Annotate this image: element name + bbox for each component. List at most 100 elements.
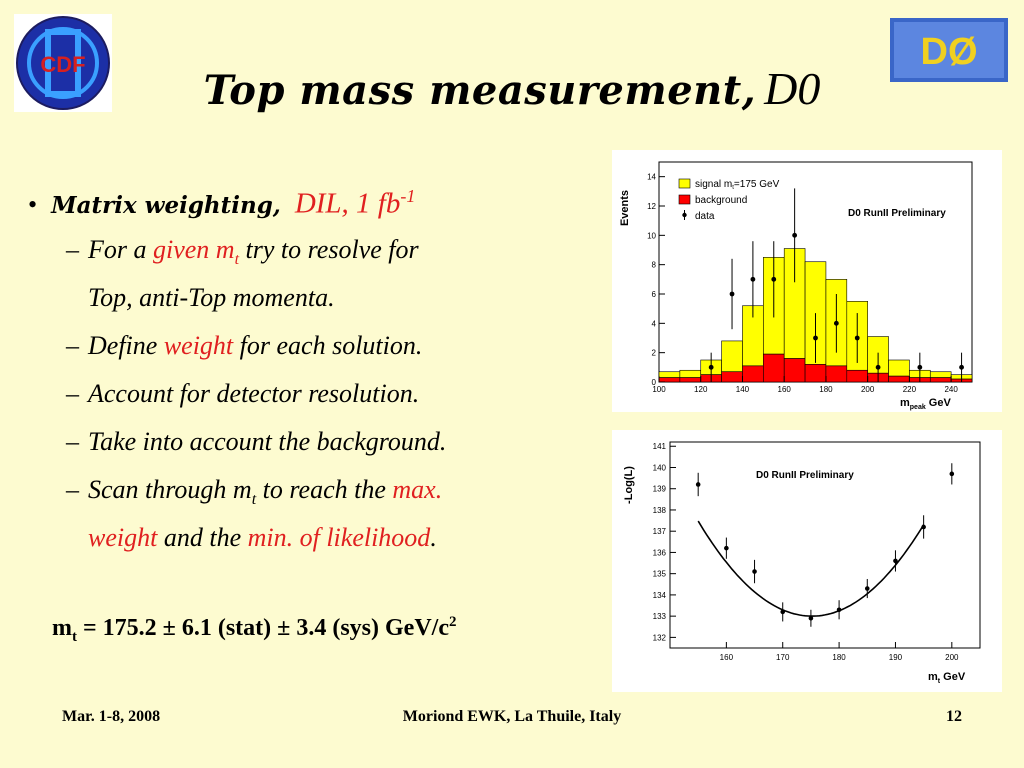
y-tick-label: 132 xyxy=(653,633,667,642)
x-tick-label: 190 xyxy=(889,653,903,662)
x-tick-label: 120 xyxy=(694,385,708,394)
background-bar xyxy=(658,377,681,383)
y-tick-label: 140 xyxy=(653,463,667,472)
data-point xyxy=(752,569,757,574)
x-tick-label: 160 xyxy=(778,385,792,394)
y-axis-label: -Log(L) xyxy=(623,466,635,504)
data-point xyxy=(729,291,735,297)
likelihood-plot: 160 170 180 190 200 132 133 134 135 136 137 138 139 1… xyxy=(612,430,1002,692)
y-axis-label: Events xyxy=(619,190,631,226)
data-point xyxy=(792,232,798,238)
data-point xyxy=(833,320,839,326)
y-tick-label: 8 xyxy=(652,261,657,270)
background-bar xyxy=(888,375,910,383)
y-tick-label: 141 xyxy=(653,442,667,451)
background-bar xyxy=(742,365,764,383)
signal-bar xyxy=(929,371,952,378)
background-bar xyxy=(929,377,952,383)
y-tick-label: 135 xyxy=(653,570,667,579)
signal-bar xyxy=(721,340,743,373)
title-d0: D0 xyxy=(764,63,821,114)
x-axis-label: mt GeV xyxy=(928,671,966,685)
data-point xyxy=(854,335,860,341)
y-tick-label: 134 xyxy=(653,591,667,600)
y-tick-label: 138 xyxy=(653,506,667,515)
y-tick-label: 6 xyxy=(652,290,657,299)
subbullet-scan-mt: – Scan through mt to reach the max. weig… xyxy=(66,474,443,553)
signal-bar xyxy=(658,371,681,378)
dil-label: DIL, 1 fb-1 xyxy=(294,186,416,220)
y-tick-label: 10 xyxy=(647,231,656,240)
bullet-list: • Matrix weighting, DIL, 1 fb-1 – For a … xyxy=(28,186,608,557)
data-point xyxy=(708,364,714,370)
data-point xyxy=(771,276,777,282)
y-tick-label: 137 xyxy=(653,527,667,536)
background-bar xyxy=(679,377,702,383)
x-tick-label: 160 xyxy=(720,653,734,662)
y-tick-label: 139 xyxy=(653,485,667,494)
y-tick-label: 0 xyxy=(652,378,657,387)
footer-date: Mar. 1-8, 2008 xyxy=(62,708,161,725)
background-bar xyxy=(783,358,806,383)
x-tick-label: 170 xyxy=(776,653,790,662)
d0-logo: DØ xyxy=(890,18,1008,82)
y-tick-label: 4 xyxy=(652,319,657,328)
x-tick-label: 240 xyxy=(944,385,958,394)
matrix-weighting-label: Matrix weighting, xyxy=(51,191,281,219)
footer: Mar. 1-8, 2008 Moriond EWK, La Thuile, I… xyxy=(0,708,1024,732)
data-point xyxy=(875,364,881,370)
x-axis-label: mpeak GeV xyxy=(900,397,951,411)
legend-data-marker xyxy=(682,212,687,218)
x-tick-label: 180 xyxy=(819,385,833,394)
x-tick-label: 220 xyxy=(903,385,917,394)
x-tick-label: 200 xyxy=(861,385,875,394)
legend-data-label: data xyxy=(695,211,715,222)
data-point xyxy=(917,364,923,370)
y-tick-label: 2 xyxy=(652,349,657,358)
legend-signal-label: signal mt=175 GeV xyxy=(695,179,780,191)
subbullet-detector-resolution: – Account for detector resolution. xyxy=(66,378,420,408)
background-bar xyxy=(763,353,785,383)
background-bar xyxy=(721,371,743,383)
data-point xyxy=(750,276,756,282)
x-tick-label: 140 xyxy=(736,385,750,394)
y-tick-label: 133 xyxy=(653,612,667,621)
y-tick-label: 136 xyxy=(653,548,667,557)
data-point xyxy=(949,471,955,477)
legend-signal-swatch xyxy=(678,178,691,189)
data-point xyxy=(724,545,729,551)
chart-title: D0 RunII Preliminary xyxy=(756,470,854,481)
x-tick-label: 100 xyxy=(652,385,666,394)
background-bar xyxy=(825,365,848,383)
x-tick-label: 180 xyxy=(832,653,846,662)
mpeak-histogram: 100 120 140 160 180 200 220 240 0 2 4 6 8 10 12 14 Event… xyxy=(612,150,1002,412)
svg-text:DØ: DØ xyxy=(921,31,978,73)
footer-conference: Moriond EWK, La Thuile, Italy xyxy=(402,708,622,725)
svg-text:CDF: CDF xyxy=(40,52,85,77)
data-point xyxy=(695,482,701,487)
chart-title: D0 RunII Preliminary xyxy=(848,208,946,219)
data-point xyxy=(959,364,964,370)
bullet-dot: • xyxy=(28,189,38,219)
signal-bar xyxy=(679,369,702,378)
subbullet-background: – Take into account the background. xyxy=(66,426,447,456)
cdf-logo: CDF xyxy=(14,14,112,112)
background-bar xyxy=(846,369,868,383)
legend-background-swatch xyxy=(678,194,691,205)
title-main: Top mass measurement, xyxy=(203,67,757,114)
data-point xyxy=(808,615,814,621)
slide-number: 12 xyxy=(946,708,962,725)
x-tick-label: 200 xyxy=(945,653,959,662)
top-mass-result: mt = 175.2 ± 6.1 (stat) ± 3.4 (sys) GeV/… xyxy=(52,614,457,645)
legend-background-label: background xyxy=(695,195,747,206)
data-point xyxy=(813,335,818,341)
y-tick-label: 14 xyxy=(647,173,656,182)
data-point xyxy=(836,607,842,613)
subbullet-define-weight: – Define weight for each solution. xyxy=(66,330,423,360)
background-bar xyxy=(804,364,827,383)
subbullet-given-mt: – For a given mt try to resolve for Top,… xyxy=(66,234,419,312)
bullet-matrix-weighting: • Matrix weighting, DIL, 1 fb-1 xyxy=(28,186,608,221)
y-tick-label: 12 xyxy=(647,202,656,211)
slide-title: Top mass measurement, D0 xyxy=(0,62,1024,115)
data-point xyxy=(780,609,786,615)
